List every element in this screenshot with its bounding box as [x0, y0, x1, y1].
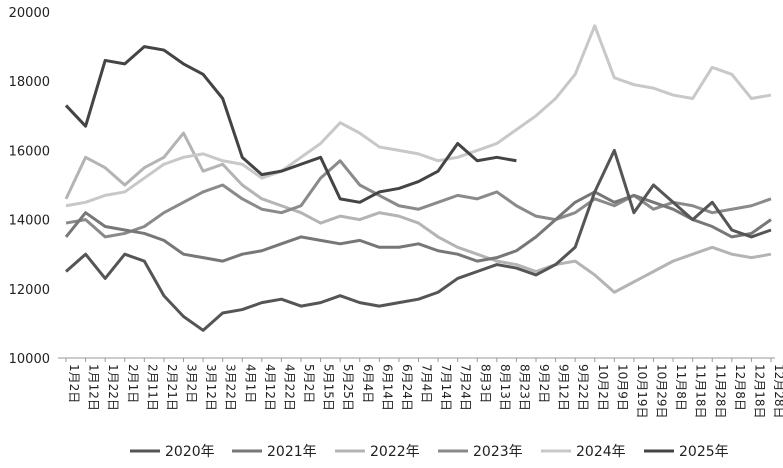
series-line-6: [64, 45, 517, 204]
x-tick-label: 3月12日: [204, 364, 218, 411]
x-tick-label: 2月11日: [145, 364, 159, 411]
x-tick-label: 9月22日: [576, 364, 590, 411]
series-lines: [64, 24, 772, 332]
y-tick-label: 18000: [9, 75, 50, 90]
y-axis-ticks: 10000 12000 14000 16000 18000 20000: [9, 6, 50, 367]
legend-label: 2025年: [679, 444, 729, 460]
x-tick-label: 9月2日: [537, 364, 551, 403]
x-tick-label: 5月2日: [302, 364, 316, 403]
x-tick-label: 5月25日: [341, 364, 355, 411]
legend: 2020年 2021年 2022年 2023年 2024年 2025年: [130, 444, 729, 460]
x-tick-label: 10月2日: [596, 364, 610, 411]
y-tick-label: 14000: [9, 214, 50, 229]
x-tick-label: 1月12日: [87, 364, 101, 411]
legend-label: 2022年: [370, 444, 420, 460]
x-tick-label: 2月1日: [126, 364, 140, 403]
x-tick-label: 6月24日: [400, 364, 414, 411]
x-tick-label: 2月21日: [165, 364, 179, 411]
x-tick-label: 5月15日: [322, 364, 336, 411]
x-tick-label: 8月13日: [498, 364, 512, 411]
x-tick-label: 6月14日: [380, 364, 394, 411]
y-tick-label: 12000: [9, 283, 50, 298]
y-tick-label: 16000: [9, 144, 50, 159]
series-line-4: [65, 159, 772, 239]
x-tick-label: 12月28日: [772, 364, 783, 419]
series-line-5: [65, 24, 772, 208]
x-tick-label: 4月1日: [243, 364, 257, 403]
x-tick-label: 3月22日: [224, 364, 238, 411]
series-line-2: [64, 190, 772, 263]
legend-label: 2021年: [267, 444, 317, 460]
x-tick-label: 6月4日: [361, 364, 375, 403]
x-tick-label: 7月24日: [459, 364, 473, 411]
x-tick-label: 4月12日: [263, 364, 277, 411]
x-tick-label: 4月22日: [282, 364, 296, 411]
y-tick-label: 20000: [9, 6, 50, 21]
series-line-3: [64, 131, 772, 294]
x-tick-label: 12月18日: [752, 364, 766, 419]
x-tick-label: 10月9日: [615, 364, 629, 411]
x-tick-label: 8月3日: [478, 364, 492, 403]
x-tick-label: 1月22日: [106, 364, 120, 411]
x-tick-label: 12月8日: [733, 364, 747, 411]
x-axis-ticks: 1月2日 1月12日 1月22日 2月1日 2月11日 2月21日 3月2日 3月12日 3月2…: [65, 358, 783, 419]
x-tick-label: 8月23日: [517, 364, 531, 411]
y-tick-label: 10000: [9, 352, 50, 367]
legend-label: 2020年: [165, 444, 215, 460]
x-tick-label: 9月12日: [557, 364, 571, 411]
x-tick-label: 11月28日: [713, 364, 727, 419]
x-tick-label: 7月14日: [439, 364, 453, 411]
x-tick-label: 3月2日: [185, 364, 199, 403]
legend-label: 2023年: [473, 444, 523, 460]
x-tick-label: 11月8日: [674, 364, 688, 411]
x-tick-label: 7月4日: [420, 364, 434, 403]
x-tick-label: 10月29日: [655, 364, 669, 419]
x-tick-label: 11月18日: [694, 364, 708, 419]
x-tick-label: 1月2日: [67, 364, 81, 403]
series-line-1: [65, 148, 772, 332]
x-tick-label: 10月19日: [635, 364, 649, 419]
legend-label: 2024年: [576, 444, 626, 460]
